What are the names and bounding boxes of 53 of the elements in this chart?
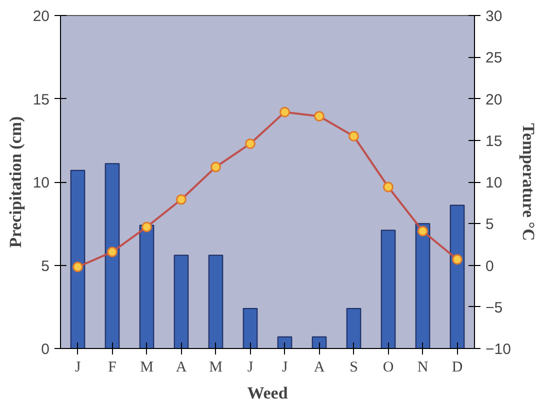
y2-tick-label: 15 (486, 132, 502, 150)
y2-tick-label: 0 (486, 258, 494, 275)
x-tick-label: A (176, 360, 187, 376)
y2-tick-label: 10 (486, 174, 502, 192)
x-tick-label: F (108, 360, 116, 376)
point (280, 106, 290, 118)
y2-tick-label: −10 (486, 341, 511, 358)
y-tick-label: 10 (32, 174, 50, 192)
bar (450, 204, 465, 348)
y-axis-title: Precipitation (cm) (6, 116, 25, 248)
y2-axis-title: Temperature °C (518, 123, 538, 241)
x-tick-label: A (314, 360, 325, 376)
y2-tick-label: 20 (486, 91, 502, 108)
y2-tick-label: 30 (486, 8, 502, 25)
x-tick-label: J (282, 360, 288, 376)
point (418, 226, 428, 236)
bar (415, 223, 430, 348)
x-tick-label: N (417, 360, 428, 376)
point (314, 110, 324, 122)
x-axis-title: Weed (247, 384, 288, 402)
x-tick-label: M (140, 360, 154, 376)
bar (380, 230, 396, 348)
x-tick-label: J (247, 360, 254, 376)
point (176, 194, 186, 205)
y-tick-label: 0 (41, 341, 50, 358)
point (210, 162, 221, 172)
y2-tick-label: −5 (486, 299, 503, 316)
bar (242, 308, 258, 348)
bar (277, 336, 292, 348)
bar (312, 336, 327, 348)
point (452, 254, 462, 265)
point (383, 182, 394, 192)
x-tick-label: D (452, 360, 463, 376)
y2-tick-label: 5 (486, 216, 494, 234)
bar (346, 308, 362, 348)
y-tick-label: 20 (32, 8, 50, 25)
point (142, 222, 152, 232)
x-tick-label: O (382, 360, 394, 376)
bar (208, 254, 224, 348)
y-tick-label: 5 (41, 258, 50, 275)
x-tick-label: M (209, 360, 222, 376)
x-tick-label: S (350, 360, 358, 376)
bar (174, 254, 189, 348)
point (72, 262, 83, 272)
bar (70, 170, 86, 348)
x-tick-label: J (74, 360, 81, 376)
bar (104, 163, 120, 348)
point (107, 246, 118, 258)
y-tick-label: 15 (32, 91, 50, 108)
point (348, 130, 359, 142)
y2-tick-label: 25 (486, 50, 502, 67)
bar (139, 224, 154, 348)
point (245, 138, 256, 149)
